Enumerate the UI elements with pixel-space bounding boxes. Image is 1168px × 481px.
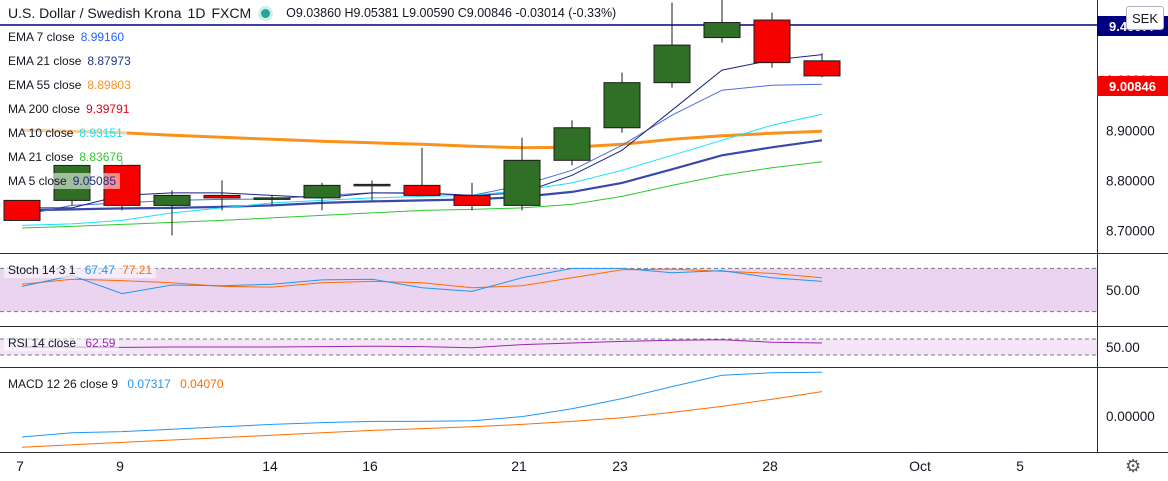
rsi-legend[interactable]: RSI 14 close 62.59 [4,335,120,351]
candle-body [3,199,41,221]
legend-row[interactable]: EMA 55 close 8.89803 [4,77,135,93]
legend-label: MA 21 close [8,150,74,164]
stoch-tick-label: 50.00 [1106,283,1140,298]
legend-label: MA 5 close [8,174,67,188]
candle-body [453,194,491,206]
candle-body [753,19,791,64]
series-line [21,113,823,226]
x-tick-label: 14 [262,458,278,474]
rsi-tick-label: 50.00 [1106,340,1140,355]
macd-line [21,371,823,438]
legend-value: 8.83676 [79,150,123,164]
candle-body [253,197,291,200]
stoch-d-value: 77.21 [122,263,153,277]
candle-body [703,22,741,39]
y-tick-label: 8.90000 [1106,123,1155,138]
stoch-k-value: 67.47 [84,263,115,277]
legend-label: EMA 21 close [8,54,82,68]
x-tick-label: 5 [1016,458,1024,474]
candle-body [653,44,691,84]
candle-body [603,82,641,129]
candle-body [553,127,591,161]
candle-body [303,184,341,199]
stoch-k-line [21,267,823,295]
x-tick-label: 23 [612,458,628,474]
macd-signal-line [21,391,823,448]
series-line [21,128,823,150]
candle-body [503,159,541,206]
legend-row[interactable]: MA 200 close 9.39791 [4,101,134,117]
currency-badge[interactable]: SEK [1126,6,1164,30]
ohlc-values: O9.03860 H9.05381 L9.00590 C9.00846 -0.0… [286,6,617,20]
y-tick-label: 8.70000 [1106,223,1155,238]
rsi-line [22,339,823,349]
y-tick-label: 8.80000 [1106,173,1155,188]
x-tick-label: 21 [511,458,527,474]
candle-body [203,194,241,199]
candle-body [403,184,441,196]
legend-row[interactable]: EMA 7 close 8.99160 [4,29,129,45]
macd-value: 0.07317 [127,377,171,391]
market-status-icon [261,8,271,18]
legend-row[interactable]: MA 5 close 9.05085 [4,173,121,189]
macd-label: MACD 12 26 close 9 [8,377,119,391]
x-tick-label: 7 [16,458,24,474]
interval-label[interactable]: 1D [187,5,206,21]
legend-label: EMA 55 close [8,78,82,92]
x-tick-label: Oct [909,458,931,474]
x-tick-label: 16 [362,458,378,474]
x-tick-label: 28 [762,458,778,474]
series-line [21,139,823,212]
candle-body [153,194,191,206]
legend-label: EMA 7 close [8,30,75,44]
series-line [21,161,823,229]
source-label: FXCM [211,5,252,21]
stoch-d-line [21,268,823,289]
macd-tick-label: 0.00000 [1106,409,1155,424]
candle-body [353,183,391,187]
stoch-band [0,268,1097,312]
chart-header: U.S. Dollar / Swedish Krona 1D FXCM O9.0… [8,5,616,21]
stoch-label: Stoch 14 3 1 [8,263,76,277]
legend-row[interactable]: EMA 21 close 8.87973 [4,53,135,69]
legend-label: MA 200 close [8,102,81,116]
settings-gear-icon[interactable]: ⚙ [1125,456,1142,476]
rsi-band [0,339,1097,355]
stoch-legend[interactable]: Stoch 14 3 1 67.47 77.21 [4,262,157,278]
rsi-label: RSI 14 close [8,336,77,350]
legend-value: 9.05085 [72,174,117,188]
legend-row[interactable]: MA 10 close 8.93151 [4,125,127,141]
last-price-tag: 9.00846 [1097,76,1168,96]
x-tick-label: 9 [116,458,124,474]
symbol-name[interactable]: U.S. Dollar / Swedish Krona [8,5,182,21]
macd-legend[interactable]: MACD 12 26 close 9 0.07317 0.04070 [4,376,228,392]
rsi-value: 62.59 [85,336,116,350]
legend-value: 8.99160 [80,30,125,44]
candle-body [803,60,841,77]
legend-row[interactable]: MA 21 close 8.83676 [4,149,127,165]
macd-signal-value: 0.04070 [180,377,224,391]
legend-value: 8.93151 [79,126,123,140]
legend-value: 8.89803 [87,78,131,92]
legend-label: MA 10 close [8,126,74,140]
legend-value: 9.39791 [86,102,130,116]
legend-value: 8.87973 [87,54,131,68]
